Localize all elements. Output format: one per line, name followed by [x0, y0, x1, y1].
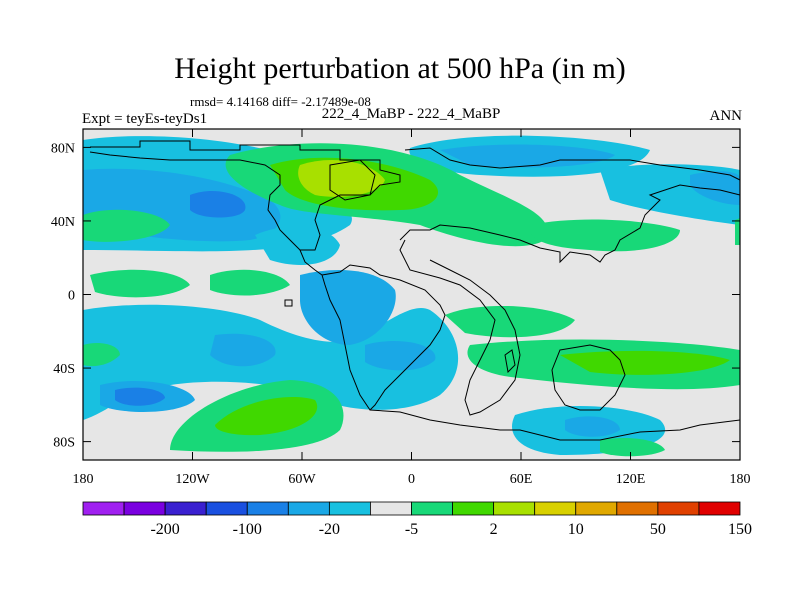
contour-neg-dark [190, 190, 246, 218]
stats-text: rmsd= 4.14168 diff= -2.17489e-08 [190, 94, 371, 109]
colorbar-swatch [575, 501, 618, 516]
colorbar-swatch [534, 501, 577, 516]
coastline-australia [551, 344, 626, 411]
contour-pos-light [210, 269, 290, 296]
lat-tick-label: 40N [51, 215, 75, 230]
colorbar-swatch [616, 501, 659, 516]
lon-tick-label: 180 [730, 472, 751, 487]
contour-pos-light [529, 219, 680, 252]
colorbar-swatch [452, 501, 495, 516]
lat-tick-label: 0 [68, 289, 75, 304]
colorbar-swatch [493, 501, 536, 516]
colorbar-label: 150 [728, 521, 752, 538]
contour-neg-mid [210, 333, 276, 367]
lon-tick-label: 120W [175, 472, 210, 487]
lon-tick-label: 60E [510, 472, 533, 487]
coastline-africa [399, 239, 521, 416]
coastline-central-america [299, 249, 323, 276]
contour-pos-light [735, 218, 740, 245]
latitude-axis: 80N 40N 0 40S 80S [51, 141, 740, 451]
colorbar-swatch [657, 501, 700, 516]
contour-pos-light [83, 343, 120, 367]
lon-tick-label: 120E [616, 472, 646, 487]
colorbar-swatch [246, 501, 289, 516]
coastline-europe [404, 147, 741, 181]
coastline-north-america [89, 140, 401, 251]
colorbar-label: 10 [568, 521, 584, 538]
colorbar-label: 2 [490, 521, 498, 538]
contour-field [83, 129, 740, 460]
colorbar-swatch [328, 501, 371, 516]
lon-tick-label: 60W [288, 472, 316, 487]
coastline-madagascar [504, 349, 516, 374]
contour-pos-light [83, 209, 170, 242]
colorbar-label: -200 [150, 521, 179, 538]
plot-title: Height perturbation at 500 hPa (in m) [174, 52, 626, 85]
coastline-greenland [329, 159, 376, 201]
colorbar-swatch [205, 501, 248, 516]
contour-neg-mid [365, 340, 436, 371]
contour-pos-light [90, 269, 190, 298]
coastline-outlines [89, 140, 741, 441]
colorbar: -200 -100 -20 -5 2 10 50 150 [82, 501, 752, 538]
contour-neg-mid [565, 416, 620, 437]
contour-neg-mid [300, 270, 396, 345]
contour-pos-mid [560, 350, 730, 375]
contour-neg-light [255, 226, 340, 265]
colorbar-swatch [164, 501, 207, 516]
contour-pos-light [445, 305, 575, 338]
lon-tick-label: 0 [408, 472, 415, 487]
contour-neg-dark [115, 387, 165, 406]
colorbar-label: 50 [650, 521, 666, 538]
contour-pos-strong [298, 160, 385, 197]
contour-pos-mid [215, 397, 318, 436]
contour-pos-light [600, 438, 665, 457]
contour-neg-mid [440, 144, 615, 168]
coastline-eurasia-south [399, 184, 741, 264]
lat-tick-label: 80N [51, 141, 75, 156]
coastline-antarctica [369, 409, 741, 441]
longitude-axis: 180 120W 60W 0 60E 120E 180 [73, 129, 751, 487]
colorbar-label: -5 [405, 521, 418, 538]
case-label: 222_4_MaBP - 222_4_MaBP [321, 106, 501, 122]
colorbar-swatch [370, 501, 412, 516]
colorbar-swatch [82, 501, 125, 516]
contour-neg-light [83, 304, 459, 420]
experiment-label: Expt = teyEs-teyDs1 [82, 111, 208, 127]
colorbar-label: -20 [319, 521, 340, 538]
coastline-south-america [321, 264, 446, 411]
contour-neg-mid [690, 171, 740, 205]
colorbar-swatch [123, 501, 166, 516]
season-label: ANN [709, 108, 743, 124]
coastline-island [284, 299, 293, 307]
lat-tick-label: 80S [53, 436, 75, 451]
lon-tick-label: 180 [73, 472, 94, 487]
colorbar-swatch [411, 501, 453, 516]
lat-tick-label: 40S [53, 362, 75, 377]
colorbar-swatch [287, 501, 330, 516]
colorbar-swatch [698, 501, 741, 516]
colorbar-label: -100 [233, 521, 262, 538]
